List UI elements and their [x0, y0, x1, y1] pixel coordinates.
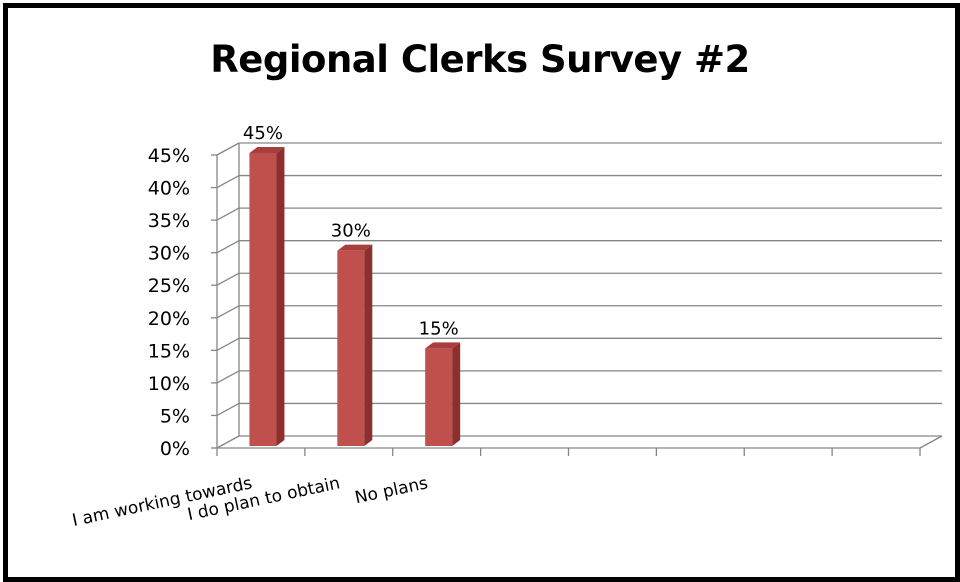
gridline-depth [216, 402, 240, 417]
y-tick-label: 15% [148, 340, 190, 362]
gridline-depth [216, 142, 240, 156]
y-tick-label: 0% [160, 438, 190, 460]
bar-side [276, 147, 285, 446]
chart-frame [3, 3, 960, 582]
gridline-depth [216, 337, 240, 351]
gridline-depth [216, 435, 240, 449]
y-tick-label: 40% [148, 178, 190, 200]
y-tick-label: 5% [160, 405, 190, 427]
bar-side [452, 342, 461, 446]
chart-title: Regional Clerks Survey #2 [210, 38, 750, 81]
gridline-depth [216, 207, 240, 221]
y-tick-label: 35% [148, 210, 190, 232]
x-category-label: No plans [353, 473, 430, 508]
data-label: 15% [419, 318, 459, 339]
data-label: 45% [243, 123, 283, 144]
gridline-depth [216, 305, 240, 319]
bar [425, 348, 453, 446]
bar [337, 250, 365, 446]
y-tick-label: 20% [148, 308, 190, 330]
gridline-depth [216, 272, 240, 286]
gridline-depth [216, 370, 240, 384]
bar-top [249, 147, 285, 153]
y-tick-label: 25% [148, 275, 190, 297]
y-tick-label: 10% [148, 373, 190, 395]
bar [249, 153, 277, 446]
data-label: 30% [331, 221, 371, 242]
gridline-depth [216, 240, 240, 254]
bar-side [364, 244, 373, 446]
floor-right-edge [919, 435, 943, 449]
y-tick-label: 45% [148, 145, 190, 167]
bar-top [425, 342, 461, 349]
bar-top [337, 244, 373, 251]
gridline-depth [216, 174, 240, 189]
y-tick-label: 30% [148, 243, 190, 265]
